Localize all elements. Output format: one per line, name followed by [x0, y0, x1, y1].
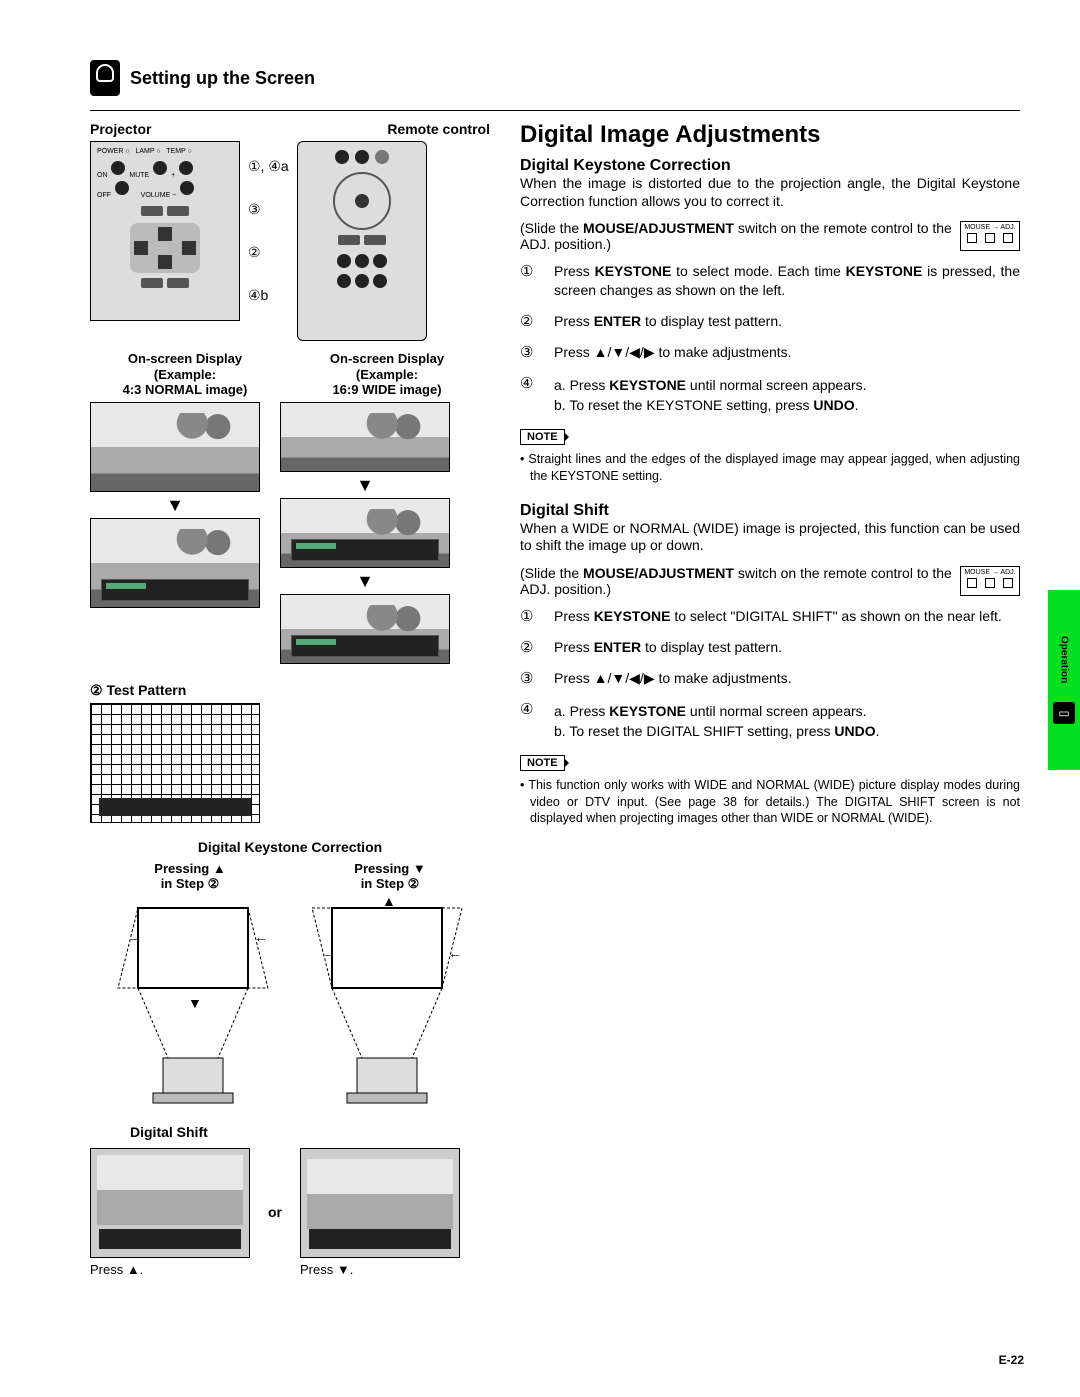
slide-text-a2: (Slide the — [520, 565, 583, 581]
dkc-step4: a. Press KEYSTONE until normal screen ap… — [554, 374, 1020, 416]
ds-step3: Press ▲/▼/◀/▶ to make adjustments. — [554, 669, 1020, 688]
right-column: Digital Image Adjustments Digital Keysto… — [520, 121, 1020, 1277]
ds-diagram-label: Digital Shift — [130, 1124, 490, 1140]
thumb-normal-1 — [90, 402, 260, 492]
slide-text-b2: MOUSE/ADJUSTMENT — [583, 565, 734, 581]
keystone-down-diagram: → ← ▲ — [302, 898, 472, 1108]
slide-instruction-1: (Slide the MOUSE/ADJUSTMENT switch on th… — [520, 220, 1020, 252]
left-column: Projector Remote control POWER ○ LAMP ○ … — [90, 121, 490, 1277]
mouse-adj-icon: MOUSE → ADJ. — [960, 566, 1020, 596]
mouse-adj-label2: MOUSE → ADJ. — [963, 569, 1017, 576]
test-pattern-label: ② Test Pattern — [90, 682, 490, 699]
arrow-down-icon: ▼ — [356, 572, 374, 590]
ds-note: • This function only works with WIDE and… — [520, 777, 1020, 826]
dkc-heading: Digital Keystone Correction — [520, 157, 1020, 175]
dkc-step3: Press ▲/▼/◀/▶ to make adjustments. — [554, 343, 1020, 362]
operation-icon: ▭ — [1053, 702, 1075, 724]
step-num-3b: ③ — [520, 669, 540, 688]
step-num-1b: ① — [520, 607, 540, 626]
dkc-step2: Press ENTER to display test pattern. — [554, 312, 1020, 331]
keystone-up-diagram: → ← ▼ — [108, 898, 278, 1108]
callout-4: ④b — [248, 287, 289, 304]
step-num-3: ③ — [520, 343, 540, 362]
thumb-wide-1 — [280, 402, 450, 472]
svg-text:←: ← — [254, 929, 268, 945]
mouse-adj-label: MOUSE → ADJ. — [963, 224, 1017, 231]
thumb-wide-2 — [280, 498, 450, 568]
header-rule — [90, 110, 1020, 111]
arrow-down-icon: ▼ — [166, 496, 184, 514]
normal-thumb-col: ▼ — [90, 398, 260, 668]
svg-text:▼: ▼ — [188, 995, 202, 1011]
slide-instruction-2: (Slide the MOUSE/ADJUSTMENT switch on th… — [520, 565, 1020, 597]
test-pattern — [90, 703, 260, 823]
ds-caption-up: Press ▲. — [90, 1262, 250, 1277]
side-tab: Operation ▭ — [1048, 590, 1080, 770]
ds-thumb-up — [90, 1148, 250, 1258]
note-box-2: NOTE — [520, 755, 565, 771]
ds-step4: a. Press KEYSTONE until normal screen ap… — [554, 700, 1020, 742]
press-down-label: Pressing ▼ in Step ② — [354, 861, 425, 892]
wide-thumb-col: ▼ ▼ — [280, 398, 450, 668]
header-icon — [90, 60, 120, 96]
svg-text:←: ← — [448, 945, 462, 961]
callout-1: ①, ④a — [248, 158, 289, 175]
thumb-wide-3 — [280, 594, 450, 664]
svg-text:→: → — [128, 929, 142, 945]
ds-heading: Digital Shift — [520, 502, 1020, 520]
page-header: Setting up the Screen — [90, 60, 1020, 96]
side-tab-label: Operation — [1059, 636, 1070, 683]
arrow-down-icon: ▼ — [356, 476, 374, 494]
callout-3: ② — [248, 244, 289, 261]
slide-text-a: (Slide the — [520, 220, 583, 236]
remote-panel — [297, 141, 427, 341]
step-num-4: ④ — [520, 374, 540, 416]
step-num-1: ① — [520, 262, 540, 300]
or-label: or — [268, 1204, 282, 1220]
press-up-label: Pressing ▲ in Step ② — [154, 861, 225, 892]
keystone-diagram: → ← ▼ → ← ▲ — [90, 898, 490, 1108]
dkc-steps: ① Press KEYSTONE to select mode. Each tim… — [520, 262, 1020, 415]
projector-panel: POWER ○ LAMP ○ TEMP ○ ON MUTE + OFF VOLU… — [90, 141, 240, 321]
ds-caption-down: Press ▼. — [300, 1262, 460, 1277]
dkc-note: • Straight lines and the edges of the di… — [520, 451, 1020, 484]
ds-thumb-down — [300, 1148, 460, 1258]
dkc-diagram-label: Digital Keystone Correction — [90, 839, 490, 855]
ds-intro: When a WIDE or NORMAL (WIDE) image is pr… — [520, 520, 1020, 555]
ds-step2: Press ENTER to display test pattern. — [554, 638, 1020, 657]
callout-column: ①, ④a ③ ② ④b — [248, 141, 289, 321]
callout-2: ③ — [248, 201, 289, 218]
header-title: Setting up the Screen — [130, 68, 315, 89]
digital-shift-row: Press ▲. or Press ▼. — [90, 1148, 490, 1277]
thumb-normal-2 — [90, 518, 260, 608]
page-number: E-22 — [999, 1353, 1024, 1367]
svg-text:→: → — [322, 945, 336, 961]
dkc-step1: Press KEYSTONE to select mode. Each time… — [554, 262, 1020, 300]
slide-text-b: MOUSE/ADJUSTMENT — [583, 220, 734, 236]
note-box-1: NOTE — [520, 429, 565, 445]
dkc-intro: When the image is distorted due to the p… — [520, 175, 1020, 210]
remote-label: Remote control — [387, 121, 490, 137]
mouse-adj-icon: MOUSE → ADJ. — [960, 221, 1020, 251]
svg-text:▲: ▲ — [382, 898, 396, 909]
osd-wide-label: On-screen Display (Example: 16:9 WIDE im… — [292, 351, 482, 398]
projector-label: Projector — [90, 121, 151, 137]
step-num-4b: ④ — [520, 700, 540, 742]
step-num-2: ② — [520, 312, 540, 331]
ds-steps: ① Press KEYSTONE to select "DIGITAL SHIFT… — [520, 607, 1020, 741]
osd-normal-label: On-screen Display (Example: 4:3 NORMAL i… — [90, 351, 280, 398]
ds-step1: Press KEYSTONE to select "DIGITAL SHIFT"… — [554, 607, 1020, 626]
main-heading: Digital Image Adjustments — [520, 121, 1020, 149]
step-num-2b: ② — [520, 638, 540, 657]
